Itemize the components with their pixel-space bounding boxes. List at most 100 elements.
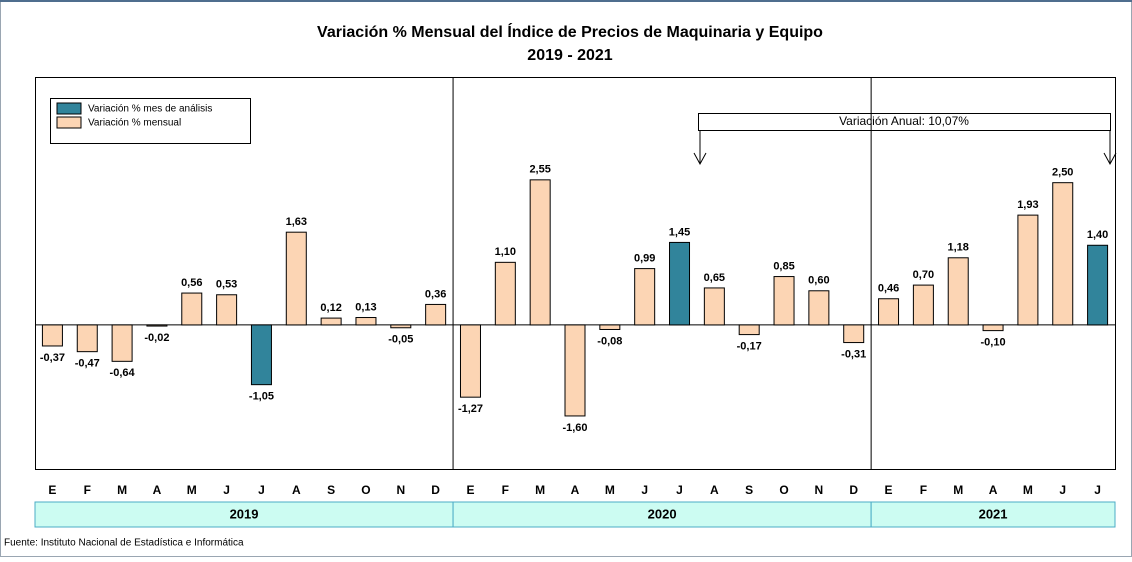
x-tick-label: J [1059,483,1066,497]
bar [564,324,586,417]
annotation-arrows [693,131,1117,166]
value-label: 0,53 [216,279,237,291]
value-label: -1,05 [249,391,274,403]
value-label: 0,60 [808,275,829,287]
bar [146,324,168,327]
bar [494,261,516,326]
x-tick-label: M [187,483,197,497]
legend-swatch [56,116,82,129]
x-tick-label: D [849,483,858,497]
x-tick-label: M [1023,483,1033,497]
x-tick-label: E [48,483,56,497]
x-tick-label: E [466,483,474,497]
x-tick-label: N [396,483,405,497]
x-tick-label: M [605,483,615,497]
value-label: 1,63 [286,216,307,228]
bar [1087,244,1109,326]
value-label: 2,50 [1052,167,1073,179]
x-tick-label: F [84,483,91,497]
bar [669,241,691,326]
plot-area [35,77,1116,470]
value-label: -0,05 [388,334,413,346]
chart-title: Variación % Mensual del Índice de Precio… [317,22,823,41]
legend [50,98,251,144]
x-tick-label: O [779,483,788,497]
legend-swatch [56,102,82,115]
value-label: -0,47 [75,358,100,370]
x-tick-label: M [953,483,963,497]
legend-label: Variación % mes de análisis [88,104,212,115]
value-label: -0,02 [144,332,169,344]
x-tick-label: J [641,483,648,497]
x-tick-label: F [502,483,509,497]
value-label: 1,10 [495,246,516,258]
bar [355,317,377,326]
group-box [34,501,454,528]
bar [250,324,272,386]
x-tick-label: A [710,483,719,497]
bar [808,290,830,326]
x-tick-label: S [745,483,753,497]
legend-label: Variación % mensual [88,118,181,129]
bar [773,276,795,326]
bar [947,257,969,326]
value-label: -0,17 [737,340,762,352]
group-box [870,501,1116,528]
x-tick-label: J [258,483,265,497]
value-label: -1,27 [458,403,483,415]
group-label: 2020 [648,506,677,521]
x-tick-label: D [431,483,440,497]
value-label: 0,12 [320,302,341,314]
value-label: -1,60 [562,422,587,434]
annotation-box [698,113,1111,131]
group-box [452,501,872,528]
x-tick-label: J [223,483,230,497]
x-tick-label: J [676,483,683,497]
x-tick-label: N [815,483,824,497]
value-label: 1,40 [1087,229,1108,241]
bar [111,324,133,362]
bar [320,317,342,326]
x-tick-label: A [989,483,998,497]
bar [878,298,900,326]
x-tick-label: E [885,483,893,497]
value-label: 0,99 [634,253,655,265]
x-tick-label: A [571,483,580,497]
value-label: 0,70 [913,269,934,281]
group-label: 2019 [230,506,259,521]
bar [41,324,63,347]
bar [459,324,481,398]
value-label: 2,55 [529,164,550,176]
x-tick-label: F [920,483,927,497]
bar [982,324,1004,332]
value-label: 0,65 [704,272,725,284]
value-label: -0,64 [110,367,136,379]
value-label: 0,56 [181,277,202,289]
bar [390,324,412,329]
x-tick-label: M [117,483,127,497]
group-label: 2021 [979,506,1008,521]
x-tick-label: O [361,483,370,497]
value-label: 1,18 [948,242,969,254]
bar [425,303,447,326]
bar [216,294,238,326]
bar [285,231,307,326]
value-label: -0,31 [841,348,866,360]
bar [529,179,551,326]
value-label: -0,37 [40,352,65,364]
x-tick-label: A [292,483,301,497]
value-label: 0,36 [425,288,446,300]
bar [703,287,725,326]
bar [912,284,934,326]
value-label: 0,85 [773,260,794,272]
bar [1017,214,1039,326]
x-tick-label: A [153,483,162,497]
bar [76,324,98,353]
annotation: Variación Anual: 10,07% [839,114,969,128]
bar [634,268,656,326]
bar [1052,182,1074,326]
x-tick-label: M [535,483,545,497]
bar [843,324,865,344]
